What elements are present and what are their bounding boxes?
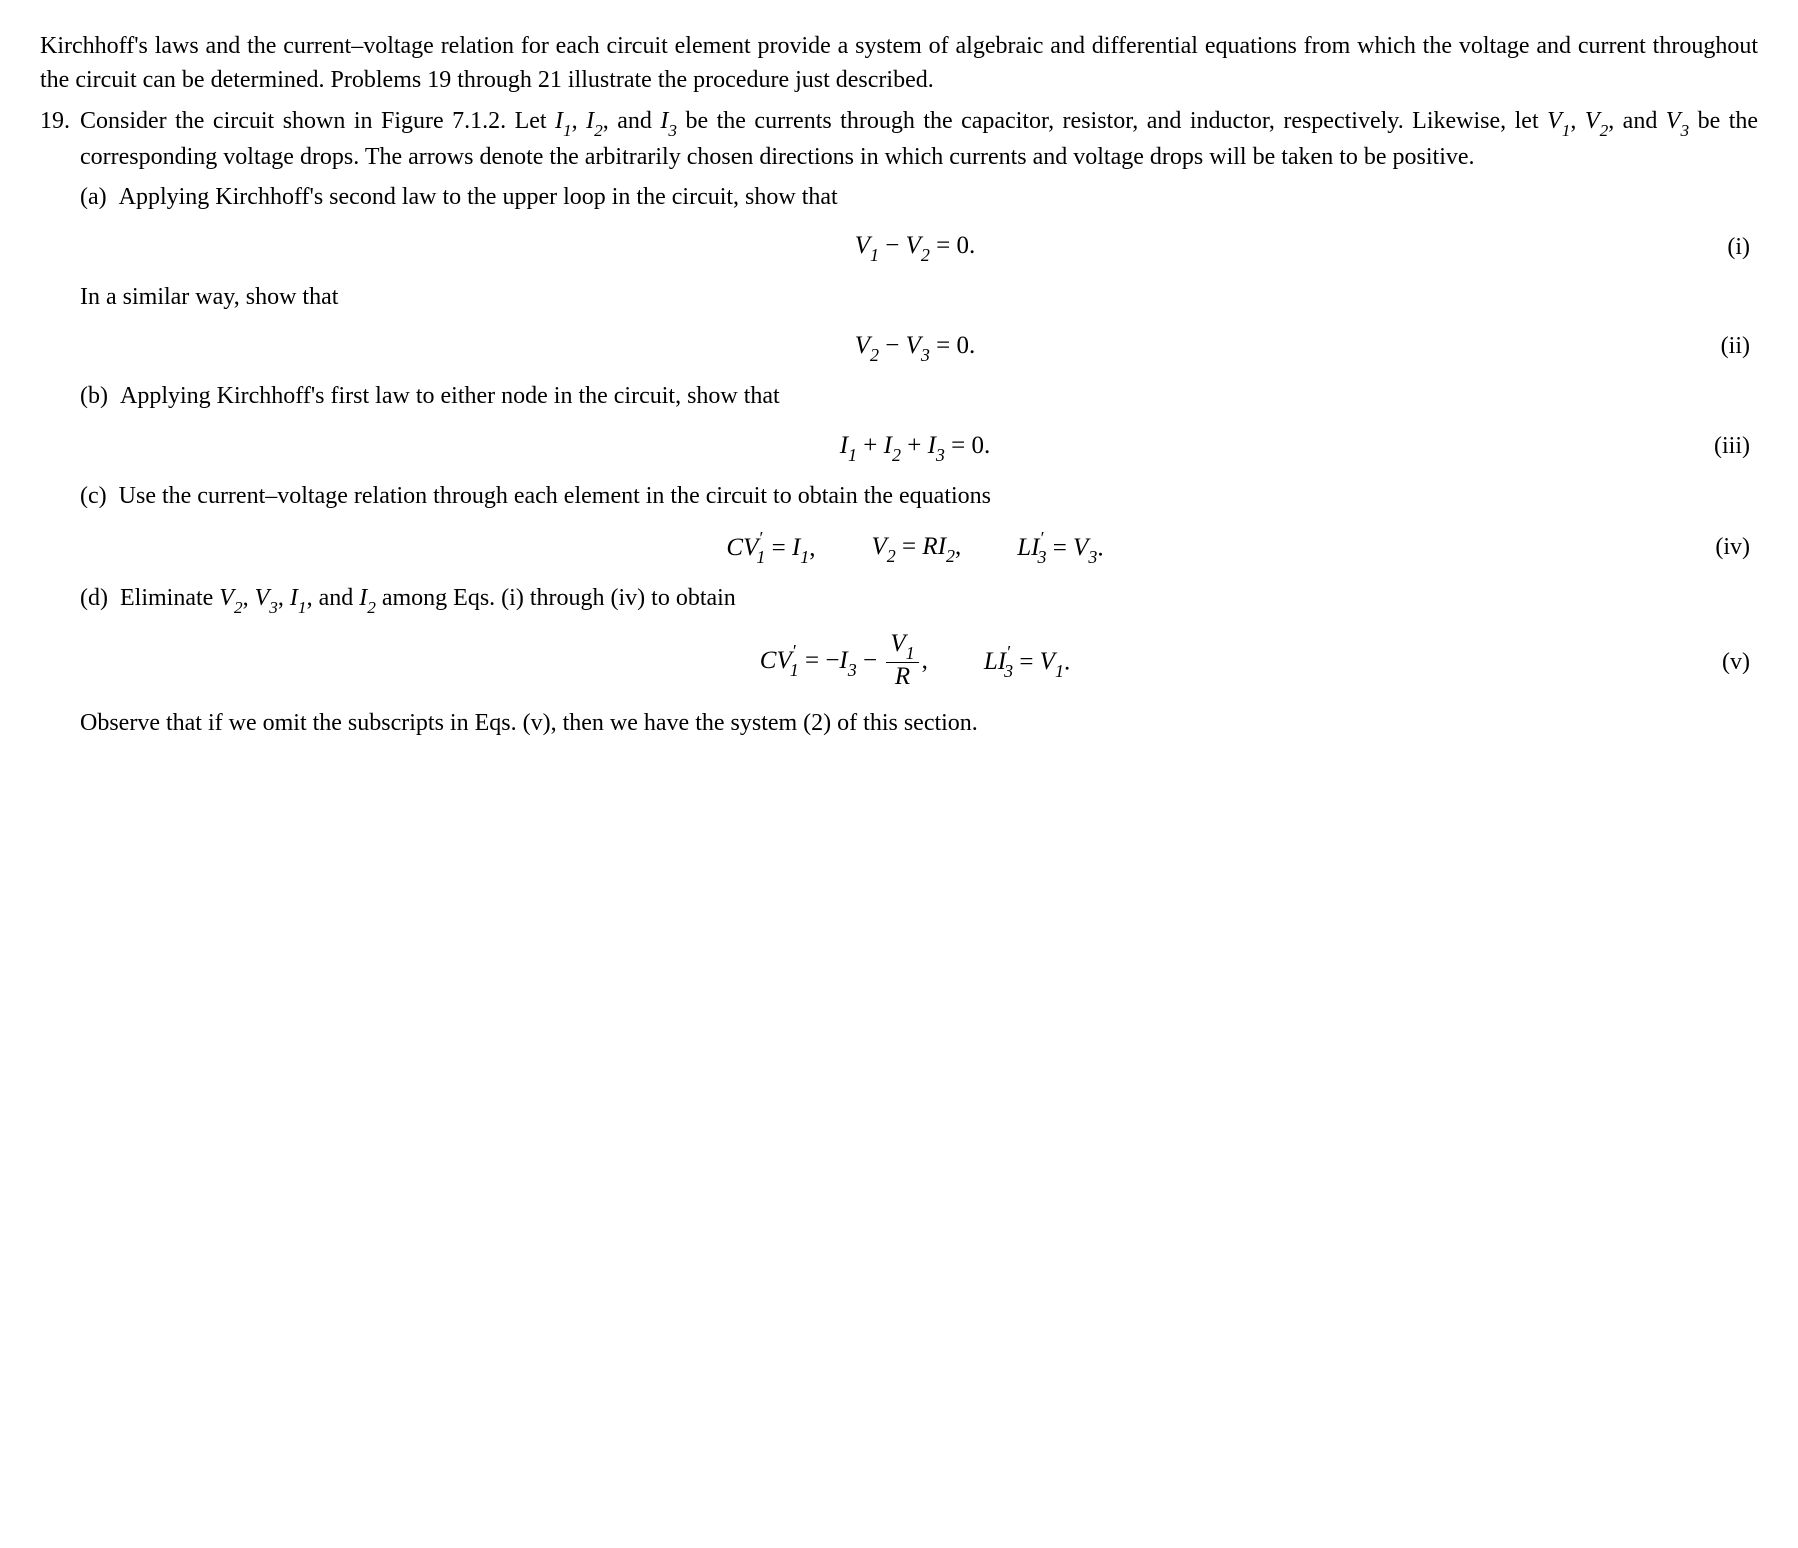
problem-number: 19. [40, 105, 70, 139]
fraction-V1-over-R: V1R [886, 630, 918, 690]
var-I2: I2 [586, 108, 603, 134]
equation-tag-iv: (iv) [1104, 531, 1758, 565]
var-V3: V3 [1666, 108, 1689, 134]
equation-i-body: V1 − V2 = 0. [855, 228, 976, 266]
equation-ii: V2 − V3 = 0. (ii) [80, 328, 1758, 366]
part-label-b: (b) [80, 380, 108, 414]
text: , and [603, 108, 661, 134]
part-c: (c) Use the current–voltage relation thr… [80, 480, 1758, 514]
closing-remark: Observe that if we omit the subscripts i… [80, 707, 1758, 741]
text: Consider the circuit shown in Figure 7.1… [80, 108, 555, 134]
equation-iv: CV′1 = I1, V2 = RI2, LI′3 = V3. (iv) [80, 528, 1758, 569]
part-a-text: Applying Kirchhoff's second law to the u… [119, 181, 1758, 215]
problem-body: Consider the circuit shown in Figure 7.1… [80, 105, 1758, 746]
equation-tag-i: (i) [975, 231, 1758, 265]
equation-iv-body: CV′1 = I1, V2 = RI2, LI′3 = V3. [726, 528, 1103, 569]
part-b: (b) Applying Kirchhoff's first law to ei… [80, 380, 1758, 414]
var-I3: I3 [660, 108, 677, 134]
text: , and [1608, 108, 1666, 134]
part-d: (d) Eliminate V2, V3, I1, and I2 among E… [80, 582, 1758, 618]
part-label-d: (d) [80, 582, 108, 616]
var-V3: V3 [255, 585, 278, 611]
equation-i: V1 − V2 = 0. (i) [80, 228, 1758, 266]
part-a: (a) Applying Kirchhoff's second law to t… [80, 181, 1758, 215]
equation-tag-ii: (ii) [975, 330, 1758, 364]
part-a-mid: In a similar way, show that [80, 281, 1758, 315]
var-I1: I1 [555, 108, 572, 134]
text: , [1570, 108, 1584, 134]
text: be the currents through the capacitor, r… [677, 108, 1547, 134]
equation-v: CV′1 = −I3 − V1R, LI′3 = V1. (v) [80, 632, 1758, 692]
equation-tag-iii: (iii) [990, 430, 1758, 464]
text: , [572, 108, 586, 134]
equation-ii-body: V2 − V3 = 0. [855, 328, 976, 366]
intro-paragraph: Kirchhoff's laws and the current–voltage… [40, 30, 1758, 97]
part-b-text: Applying Kirchhoff's first law to either… [120, 380, 1758, 414]
var-I2: I2 [359, 585, 376, 611]
part-label-a: (a) [80, 181, 107, 215]
var-V2: V2 [219, 585, 242, 611]
problem-19: 19. Consider the circuit shown in Figure… [40, 105, 1758, 746]
part-c-text: Use the current–voltage relation through… [119, 480, 1758, 514]
part-d-text: Eliminate V2, V3, I1, and I2 among Eqs. … [120, 582, 1758, 618]
var-V1: V1 [1547, 108, 1570, 134]
equation-iii: I1 + I2 + I3 = 0. (iii) [80, 428, 1758, 466]
equation-v-body: CV′1 = −I3 − V1R, LI′3 = V1. [760, 632, 1070, 692]
problem-statement: Consider the circuit shown in Figure 7.1… [80, 105, 1758, 175]
equation-iii-body: I1 + I2 + I3 = 0. [840, 428, 991, 466]
equation-tag-v: (v) [1070, 646, 1758, 680]
part-label-c: (c) [80, 480, 107, 514]
var-I1: I1 [290, 585, 307, 611]
var-V2: V2 [1585, 108, 1608, 134]
